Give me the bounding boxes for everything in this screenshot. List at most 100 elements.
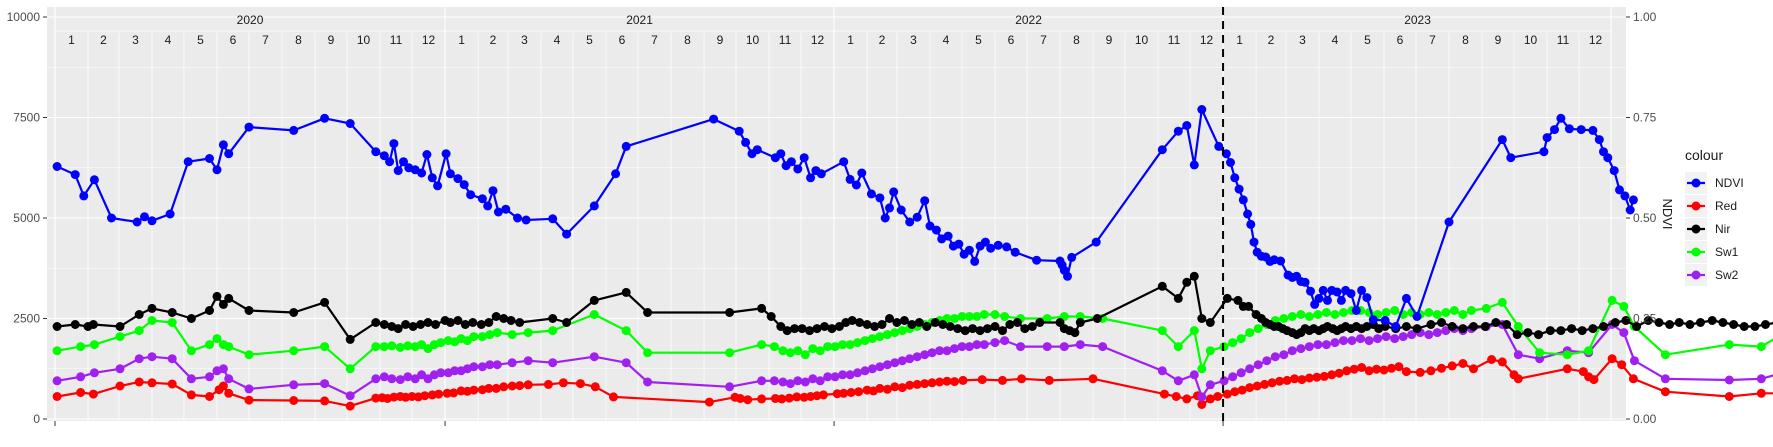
data-point-nir [89, 320, 98, 329]
data-point-sw2 [469, 362, 478, 371]
data-point-nir [1458, 324, 1467, 333]
month-label: 9 [1106, 33, 1113, 47]
year-label: 2023 [1404, 13, 1431, 27]
data-point-sw1 [346, 364, 355, 373]
data-point-ndvi [1276, 257, 1285, 266]
month-label: 1 [458, 33, 465, 47]
data-point-ndvi [90, 175, 99, 184]
data-point-ndvi [1543, 133, 1552, 142]
data-point-sw1 [1382, 308, 1391, 317]
month-label: 3 [521, 33, 528, 47]
data-point-nir [1481, 322, 1490, 331]
data-point-sw1 [1190, 326, 1199, 335]
data-point-nir [1578, 326, 1587, 335]
data-point-red [53, 392, 62, 401]
data-point-ndvi [1002, 242, 1011, 251]
data-point-red [187, 390, 196, 399]
data-point-red [1245, 383, 1254, 392]
data-point-sw2 [757, 376, 766, 385]
data-point-sw1 [1237, 334, 1246, 343]
data-point-ndvi [501, 205, 510, 214]
month-label: 1 [68, 33, 75, 47]
data-point-ndvi [245, 123, 254, 132]
data-point-nir [1761, 320, 1770, 329]
month-label: 2 [1268, 33, 1275, 47]
data-point-sw2 [205, 372, 214, 381]
data-point-red [76, 388, 85, 397]
data-point-sw1 [1220, 342, 1229, 351]
data-point-ndvi [1337, 296, 1346, 305]
data-point-red [854, 387, 863, 396]
data-point-sw2 [1619, 328, 1628, 337]
data-point-sw2 [387, 374, 396, 383]
data-point-sw1 [116, 332, 125, 341]
data-point-ndvi [709, 115, 718, 124]
data-point-ndvi [166, 210, 175, 219]
data-point-nir [1696, 318, 1705, 327]
data-point-sw1 [187, 346, 196, 355]
data-point-nir [1685, 320, 1694, 329]
data-point-ndvi [1357, 286, 1366, 295]
data-point-ndvi [1588, 126, 1597, 135]
y-left-tick-label: 0 [33, 412, 40, 426]
data-point-ndvi [460, 180, 469, 189]
data-point-ndvi [1539, 147, 1548, 156]
data-point-ndvi [852, 181, 861, 190]
legend-label: Nir [1715, 222, 1730, 236]
data-point-sw1 [725, 348, 734, 357]
data-point-ndvi [839, 157, 848, 166]
data-point-sw1 [1279, 314, 1288, 323]
data-point-red [1437, 364, 1446, 373]
data-point-red [320, 396, 329, 405]
data-point-sw2 [1339, 336, 1348, 345]
data-point-ndvi [1506, 153, 1515, 162]
data-point-nir [484, 318, 493, 327]
data-point-nir [1070, 328, 1079, 337]
data-point-ndvi [1556, 114, 1565, 123]
data-point-red [591, 382, 600, 391]
data-point-sw2 [1382, 332, 1391, 341]
data-point-ndvi [1214, 142, 1223, 151]
data-point-red [609, 392, 618, 401]
data-point-sw1 [1608, 296, 1617, 305]
data-point-sw1 [1467, 306, 1476, 315]
data-point-nir [1158, 282, 1167, 291]
data-point-ndvi [1230, 173, 1239, 182]
data-point-ndvi [107, 214, 116, 223]
data-point-nir [590, 296, 599, 305]
month-label: 6 [619, 33, 626, 47]
data-point-nir [922, 322, 931, 331]
data-point-sw1 [1228, 338, 1237, 347]
data-point-sw2 [1313, 340, 1322, 349]
data-point-nir [1174, 294, 1183, 303]
data-point-red [499, 382, 508, 391]
data-point-nir [1437, 318, 1446, 327]
y-right-tick-label: 0.25 [1633, 312, 1657, 326]
data-point-sw2 [168, 354, 177, 363]
data-point-sw2 [1262, 356, 1271, 365]
data-point-red [168, 380, 177, 389]
data-point-ndvi [1498, 135, 1507, 144]
data-point-sw1 [1339, 308, 1348, 317]
data-point-sw1 [76, 342, 85, 351]
data-point-nir [135, 310, 144, 319]
data-point-ndvi [1577, 125, 1586, 134]
data-point-sw1 [1313, 310, 1322, 319]
data-point-sw2 [1288, 346, 1297, 355]
data-point-nir [757, 304, 766, 313]
data-point-ndvi [932, 226, 941, 235]
data-point-ndvi [1067, 253, 1076, 262]
data-point-ndvi [1235, 185, 1244, 194]
data-point-red [1589, 375, 1598, 384]
data-point-sw2 [1076, 340, 1085, 349]
data-point-sw2 [1356, 334, 1365, 343]
month-label: 8 [1462, 33, 1469, 47]
data-point-ndvi [483, 201, 492, 210]
data-point-red [1327, 370, 1336, 379]
data-point-ndvi [71, 170, 80, 179]
month-label: 10 [357, 33, 371, 47]
data-point-ndvi [753, 145, 762, 154]
legend-key-point [1692, 271, 1701, 280]
data-point-ndvi [1250, 238, 1259, 247]
